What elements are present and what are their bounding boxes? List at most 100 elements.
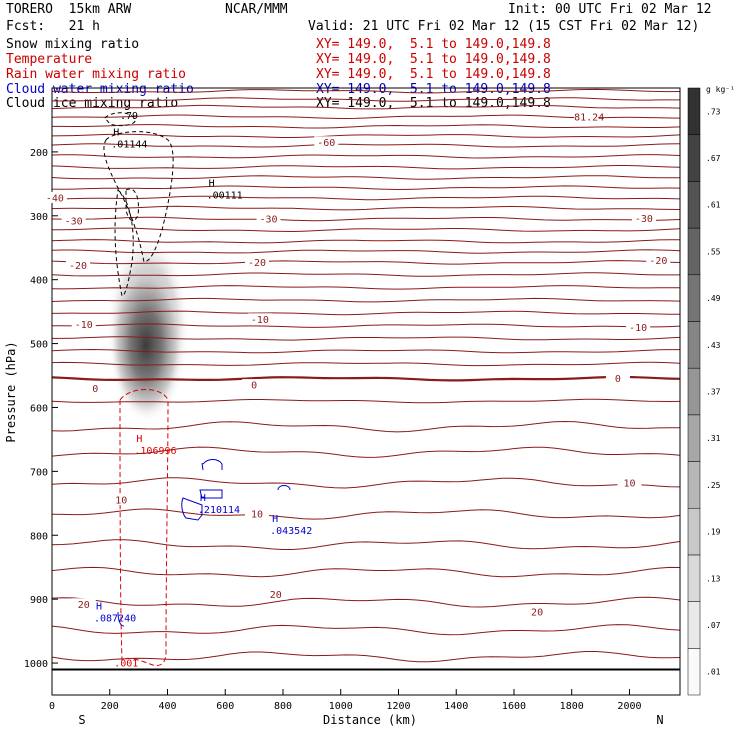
x-axis-title: Distance (km) [323, 713, 417, 727]
isotherm-label: -20 [649, 256, 667, 267]
north-end-label: N [656, 713, 663, 727]
field-snow: Snow mixing ratio [6, 37, 140, 52]
colorbar-tick-label: .19 [706, 528, 721, 537]
isotherm-line [52, 260, 680, 265]
cloud-ice-contour-top [104, 112, 136, 127]
isotherm-line [52, 97, 680, 102]
maximum-value: .01144 [111, 140, 147, 151]
isotherm-line [52, 323, 680, 328]
colorbar-cell [687, 134, 701, 182]
cloud-water-contour-bottom [117, 611, 125, 627]
field-snow-xy: XY= 149.0, 5.1 to 149.0,149.8 [316, 37, 551, 52]
init-time: Init: 00 UTC Fri 02 Mar 12 [508, 2, 712, 17]
isotherm-label: -81.24 [568, 112, 604, 123]
axes: 0 200 400 600 800 1000 1200 1400 1600 1800 2000200… [24, 148, 642, 712]
colorbar-tick-label: .73 [706, 107, 721, 116]
cloud-water-contour-mid [199, 489, 223, 499]
field-temperature: Temperature [6, 52, 93, 67]
colorbar-cell [687, 274, 701, 322]
plot-frame [51, 87, 681, 696]
isotherm-line [52, 124, 680, 129]
isotherm-line [52, 596, 680, 608]
isotherm-line [52, 133, 680, 138]
isotherm-line [52, 477, 680, 489]
isotherm-line [52, 508, 680, 520]
x-tick-label: 800 [274, 701, 292, 712]
isotherm-label-bg [242, 379, 267, 391]
y-tick-label: 900 [30, 595, 48, 606]
cloud-ice-contour-outer [103, 131, 174, 263]
colorbar-unit: g kg⁻¹ [706, 85, 735, 94]
isotherm-line [52, 539, 680, 550]
isotherm-label-bg [83, 382, 108, 394]
isotherm-label: 10 [623, 478, 635, 489]
isotherm-label-bg [263, 588, 288, 600]
x-tick-label: 1600 [502, 701, 526, 712]
isotherm-label: 0 [251, 381, 257, 392]
colorbar-tick-label: .01 [706, 668, 721, 677]
cloud-ice-contour-small [125, 188, 139, 221]
isotherm-line [52, 348, 680, 354]
isotherm-label-bg [646, 254, 671, 266]
isotherm-label-bg [626, 321, 651, 333]
colorbar-cell [687, 321, 701, 369]
isotherm-label: 20 [531, 607, 543, 618]
colorbar-cell [687, 601, 701, 649]
maximum-marker: H [96, 602, 102, 613]
y-tick-label: 300 [30, 212, 48, 223]
colorbar-tick-label: .67 [706, 154, 721, 163]
maximum-marker: H [200, 493, 206, 504]
y-tick-label: 800 [30, 531, 48, 542]
isotherm-label-bg [42, 191, 67, 203]
x-tick-label: 1000 [329, 701, 353, 712]
isotherm-label-bg [71, 598, 96, 610]
isotherm-line [52, 624, 680, 636]
maximum-value: .106996 [134, 446, 176, 457]
isotherm-label-bg [247, 313, 272, 325]
x-tick-label: 1200 [386, 701, 410, 712]
maximum-value: .210114 [198, 505, 240, 516]
forecast-hour: Fcst: 21 h [6, 19, 100, 34]
isotherm-line [52, 227, 680, 233]
isotherm-label: -10 [629, 323, 647, 334]
isotherm-label: -20 [248, 258, 266, 269]
isotherm-label-bg [245, 508, 270, 520]
isotherm-line [52, 375, 680, 382]
isotherm-line [52, 420, 680, 433]
isotherm-line [52, 249, 680, 254]
colorbar-tick-label: .43 [706, 341, 721, 350]
isotherm-label-bg [617, 476, 642, 488]
isotherm-label-bg [71, 318, 96, 330]
y-tick-label: 600 [30, 403, 48, 414]
isotherm-line [52, 361, 680, 367]
isotherm-label: 10 [251, 510, 263, 521]
cloud-water-contours [117, 459, 291, 627]
x-tick-label: 200 [101, 701, 119, 712]
cloud-ice-contours [103, 112, 174, 297]
isotherm-label-bg [314, 136, 339, 148]
isotherm-label: -20 [69, 261, 87, 272]
field-rain-xy: XY= 149.0, 5.1 to 149.0,149.8 [316, 67, 551, 82]
cloud-ice-contour-inner [114, 189, 134, 297]
isotherm-line [52, 104, 680, 110]
snow-shading [106, 235, 190, 425]
isotherm-label-bg [61, 214, 86, 226]
isotherm-label-bg [574, 110, 599, 122]
maximum-value: .79 [120, 111, 138, 122]
colorbar-tick-label: .31 [706, 434, 721, 443]
maximum-marker: H [209, 179, 215, 190]
isotherm-label-bg [109, 494, 134, 506]
isotherm-label: -40 [46, 193, 64, 204]
isotherm-label: 20 [270, 590, 282, 601]
isotherm-label: -30 [635, 214, 653, 225]
colorbar-cell [687, 461, 701, 509]
field-temperature-xy: XY= 149.0, 5.1 to 149.0,149.8 [316, 52, 551, 67]
maximum-value: .087240 [94, 614, 136, 625]
maximum-marker: H [113, 128, 119, 139]
x-tick-label: 1800 [560, 701, 584, 712]
cloud-water-contour-left [181, 497, 203, 521]
isotherm-line [52, 310, 680, 316]
field-cloud-water: Cloud water mixing ratio [6, 82, 194, 97]
isotherm-label: -60 [317, 138, 335, 149]
